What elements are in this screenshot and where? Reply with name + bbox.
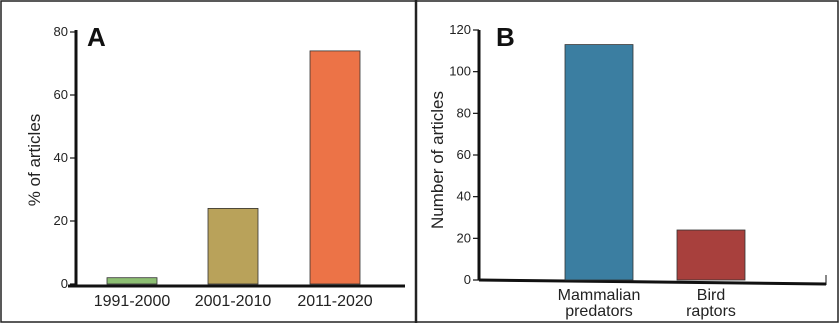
y-tick-label: 0 — [61, 276, 68, 291]
y-tick-label: 0 — [464, 272, 471, 287]
category-label: Bird raptors — [686, 287, 736, 320]
y-tick-label: 60 — [54, 87, 68, 102]
y-tick-label: 40 — [457, 189, 471, 204]
bar — [106, 277, 158, 285]
bar — [207, 207, 259, 285]
panel-b-label: B — [496, 22, 515, 52]
panel-a-chart: A % of articles 0 20 40 60 80 1991-2000 2001-… — [25, 22, 405, 310]
y-tick-label: 20 — [54, 213, 68, 228]
panel-b-x-axis — [478, 278, 827, 286]
panel-b-chart: B Number of articles 0 20 40 60 80 100 120 Mam… — [428, 22, 827, 320]
panel-a-label: A — [87, 22, 106, 52]
y-tick-label: 80 — [54, 24, 68, 39]
y-tick-label: 100 — [449, 64, 471, 79]
bar — [676, 229, 746, 281]
bar — [309, 50, 361, 285]
panel-a-y-axis-label: % of articles — [25, 114, 44, 207]
panel-b-y-axis-label: Number of articles — [428, 91, 447, 229]
y-tick-label: 20 — [457, 230, 471, 245]
category-label: 1991-2000 — [94, 293, 171, 310]
category-label: 2011-2020 — [297, 293, 372, 310]
y-tick-label: 40 — [54, 150, 68, 165]
y-tick-label: 120 — [449, 22, 471, 37]
y-tick-label: 60 — [457, 147, 471, 162]
y-tick-label: 80 — [457, 105, 471, 120]
bar — [564, 44, 634, 281]
category-label: 2001-2010 — [195, 293, 272, 310]
category-label: Mammalian predators — [558, 287, 641, 320]
